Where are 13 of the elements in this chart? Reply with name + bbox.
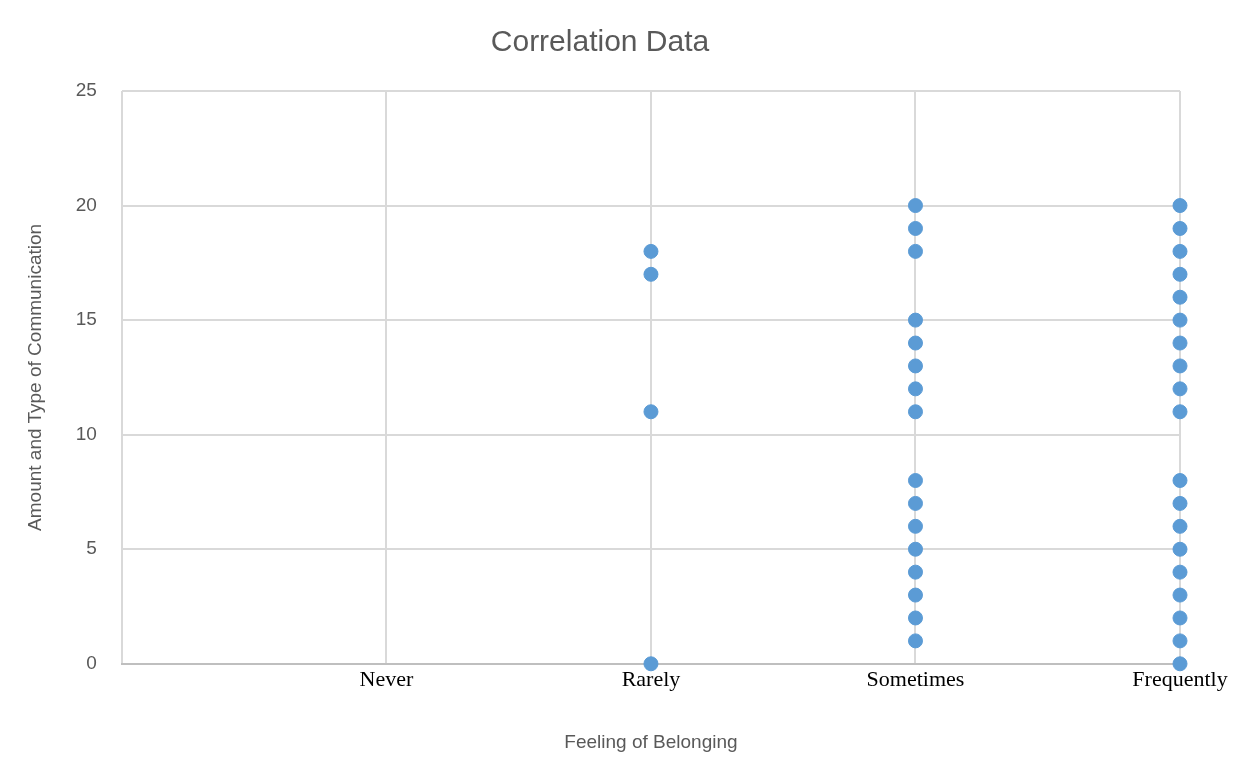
y-tick-label: 10 (75, 422, 97, 444)
x-tick-label: Frequently (1132, 665, 1228, 691)
chart-title: Correlation Data (490, 24, 710, 58)
x-tick-label: Never (359, 665, 414, 691)
x-axis-title: Feeling of Belonging (564, 730, 738, 752)
x-tick-label: Sometimes (866, 665, 965, 691)
y-axis-title: Amount and Type of Communication (23, 223, 45, 531)
y-tick-label: 20 (75, 193, 97, 215)
y-tick-label: 15 (75, 308, 97, 330)
x-tick-label: Rarely (621, 665, 681, 691)
y-tick-label: 0 (86, 652, 97, 674)
y-tick-label: 25 (75, 79, 97, 101)
y-tick-label: 5 (86, 537, 97, 559)
